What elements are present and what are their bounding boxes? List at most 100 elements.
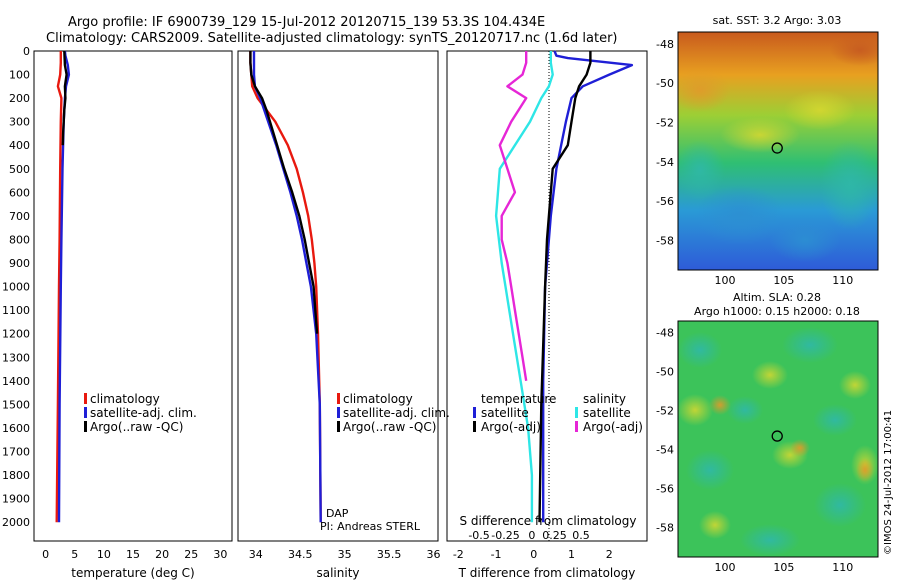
depth-tick-label: 0 [23, 45, 30, 58]
legend-swatch-satellite [84, 407, 87, 418]
series-line-satellite-adj-clim [252, 51, 322, 523]
temperature-x-label: temperature (deg C) [71, 566, 194, 580]
salinity-plot-frame [237, 50, 439, 542]
legend-label-argo: Argo(..raw -QC) [90, 420, 183, 434]
sst-blob [720, 117, 800, 153]
lon-tick-label: 100 [715, 274, 736, 287]
sla-blob [678, 394, 713, 426]
sst-blob [770, 218, 840, 262]
x-tick-label: 25 [184, 548, 198, 561]
sla-blob [752, 361, 788, 389]
sst-blob [678, 68, 730, 112]
legend-swatch-climatology [84, 393, 87, 404]
x-tick-label: 35.5 [377, 548, 402, 561]
x-tick-label: 0 [530, 548, 537, 561]
sla-blob [709, 395, 731, 415]
depth-tick-label: 1500 [2, 398, 30, 411]
legend-swatch-sal-argo [575, 421, 578, 432]
sla-map-subtitle: Argo h1000: 0.15 h2000: 0.18 [694, 305, 860, 318]
figure-title-line1: Argo profile: IF 6900739_129 15-Jul-2012… [68, 15, 545, 30]
lat-tick-label: -58 [656, 234, 674, 247]
depth-tick-label: 600 [9, 186, 30, 199]
sla-blob [856, 458, 874, 482]
legend-label-sal-satellite: satellite [583, 406, 631, 420]
sst-map-title: sat. SST: 3.2 Argo: 3.03 [713, 14, 842, 27]
sst-blob [695, 185, 785, 245]
lat-tick-label: -48 [656, 38, 674, 51]
legend-label-temp-satellite: satellite [481, 406, 529, 420]
sla-blob [782, 327, 838, 363]
sst-map-frame [677, 31, 879, 271]
legend-label-argo: Argo(..raw -QC) [343, 420, 436, 434]
depth-tick-label: 1100 [2, 304, 30, 317]
series-line-satellite [494, 51, 554, 523]
sla-map-ticks: 100 105 110 -48 -50 -52 -54 -56 -58 [656, 327, 853, 574]
lon-tick-label: 110 [832, 274, 853, 287]
depth-tick-label: 1900 [2, 493, 30, 506]
salinity-annotation-dap: DAP [326, 507, 349, 520]
depth-tick-label: 1000 [2, 281, 30, 294]
salinity-x-ticks: 34 34.5 35 35.5 36 [249, 548, 441, 561]
series-line-satellite [542, 50, 634, 523]
lat-tick-label: -52 [656, 116, 674, 129]
salinity-x-label: salinity [316, 566, 359, 580]
sla-blob [740, 524, 800, 556]
x-tick-label: 34 [249, 548, 263, 561]
figure-title-line2: Climatology: CARS2009. Satellite-adjuste… [46, 31, 618, 46]
legend-title-salinity: salinity [583, 392, 626, 406]
temperature-legend: climatology satellite-adj. clim. Argo(..… [84, 392, 197, 434]
difference-top-x-label: S difference from climatology [460, 514, 637, 528]
depth-tick-label: 200 [9, 92, 30, 105]
x-tick-label: 20 [155, 548, 169, 561]
x-tick-label: 2 [606, 548, 613, 561]
x-tick-label: 35 [338, 548, 352, 561]
sst-argo-marker [771, 142, 783, 154]
legend-label-satellite: satellite-adj. clim. [90, 406, 197, 420]
lat-tick-label: -54 [656, 444, 674, 457]
lat-tick-label: -58 [656, 522, 674, 535]
salinity-series [249, 51, 322, 523]
lat-tick-label: -52 [656, 405, 674, 418]
x-tick-label: 15 [126, 548, 140, 561]
legend-swatch-temp-satellite [473, 407, 476, 418]
sla-blob [686, 450, 734, 490]
depth-tick-label: 1800 [2, 469, 30, 482]
legend-label-climatology: climatology [90, 392, 160, 406]
temperature-series [55, 50, 71, 523]
x-tick-label: 34.5 [288, 548, 313, 561]
salinity-annotation-pi: PI: Andreas STERL [320, 520, 421, 533]
x-tick-label: 30 [213, 548, 227, 561]
x-tick-label: -0.25 [491, 529, 519, 542]
salinity-legend: climatology satellite-adj. clim. Argo(..… [337, 392, 450, 434]
temperature-plot-frame [33, 50, 233, 542]
depth-tick-label: 1400 [2, 375, 30, 388]
sla-blob [790, 439, 810, 457]
sla-blob [699, 511, 731, 539]
depth-tick-label: 700 [9, 210, 30, 223]
sla-blob [678, 332, 722, 368]
depth-tick-label: 500 [9, 163, 30, 176]
difference-x-ticks: -2 -1 0 1 2 [453, 548, 613, 561]
legend-label-satellite: satellite-adj. clim. [343, 406, 450, 420]
sla-blob [727, 396, 763, 424]
x-tick-label: 10 [97, 548, 111, 561]
lat-tick-label: -56 [656, 195, 674, 208]
x-tick-label: 0 [42, 548, 49, 561]
x-tick-label: 5 [71, 548, 78, 561]
legend-title-temperature: temperature [481, 392, 556, 406]
depth-tick-label: 800 [9, 233, 30, 246]
x-tick-label: 0.25 [542, 529, 567, 542]
depth-tick-label: 1600 [2, 422, 30, 435]
depth-tick-label: 400 [9, 139, 30, 152]
imos-timestamp: ©IMOS 24-Jul-2012 17:00:41 [883, 410, 894, 555]
sla-blob [839, 371, 871, 399]
lat-tick-label: -48 [656, 327, 674, 340]
depth-axis: 0 100 200 300 400 500 600 700 800 900 1000 1100 1200… [2, 45, 30, 529]
lat-tick-label: -50 [656, 366, 674, 379]
series-line-climatology [55, 51, 63, 523]
difference-legend: temperature salinity satellite Argo(-adj… [473, 392, 643, 434]
difference-series [494, 50, 634, 523]
temperature-x-ticks: 0 5 10 15 20 25 30 [42, 548, 227, 561]
lat-tick-label: -54 [656, 156, 674, 169]
